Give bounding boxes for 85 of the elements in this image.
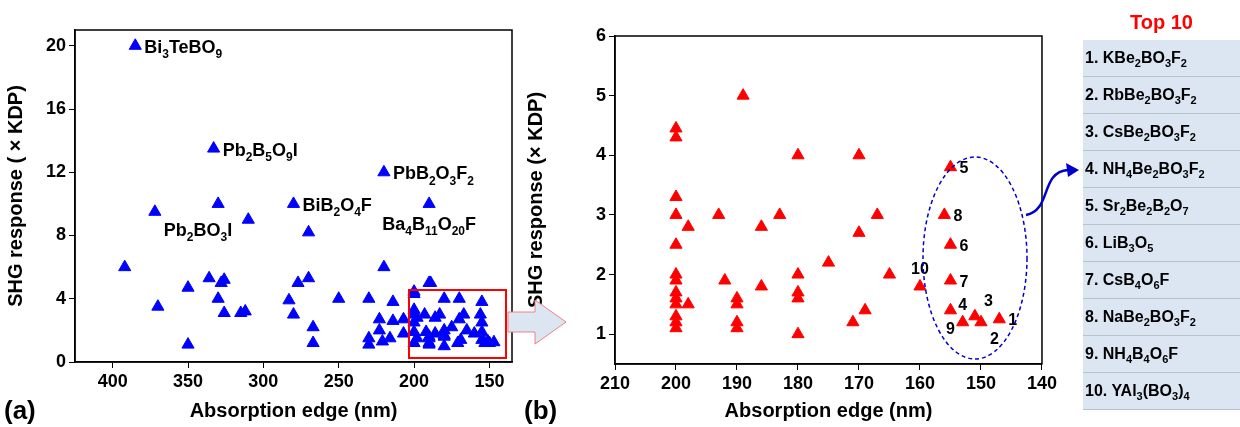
y-tick-label: 8 bbox=[55, 224, 66, 245]
point bbox=[858, 302, 872, 315]
annotation: 2 bbox=[989, 330, 999, 348]
y-tick-label: 2 bbox=[595, 263, 606, 284]
text: 2. RbBe$_{2}$BO$_{3}$F$_{2}$ bbox=[1083, 77, 1240, 114]
point bbox=[974, 314, 988, 327]
point bbox=[992, 311, 1006, 324]
y-axis-title: SHG response ( × KDP) bbox=[3, 85, 26, 307]
text: 8. NaBe$_{2}$BO$_{3}$F$_{2}$ bbox=[1083, 299, 1240, 336]
point bbox=[913, 278, 927, 291]
point bbox=[791, 326, 805, 339]
point bbox=[669, 207, 683, 219]
annotation: 5 bbox=[959, 159, 969, 177]
x-tick-label: 350 bbox=[172, 370, 204, 391]
annotation: 4 bbox=[958, 296, 968, 314]
point bbox=[754, 278, 768, 291]
point bbox=[718, 273, 732, 285]
y-axis-title: SHG response (× KDP) bbox=[523, 91, 546, 309]
x-tick-label: 150 bbox=[474, 370, 505, 391]
text: 3. CsBe$_{2}$BO$_{3}$F$_{2}$ bbox=[1083, 114, 1240, 151]
y-tick-label: 6 bbox=[595, 24, 606, 45]
x-tick-label: 300 bbox=[248, 370, 279, 391]
point bbox=[937, 207, 951, 219]
point bbox=[669, 189, 683, 202]
point bbox=[882, 267, 897, 279]
y-tick-label: 3 bbox=[595, 203, 606, 224]
text: (a) bbox=[4, 395, 36, 425]
annotation: 10 bbox=[911, 260, 929, 278]
point bbox=[669, 237, 683, 249]
text: 6. LiB$_{3}$O$_{5}$ bbox=[1083, 225, 1240, 262]
x-tick-label: 180 bbox=[782, 372, 814, 393]
point bbox=[736, 88, 750, 100]
y-tick-label: 16 bbox=[45, 98, 66, 119]
y-tick-label: 1 bbox=[595, 323, 606, 344]
x-tick-label: 170 bbox=[843, 372, 875, 393]
annotation: 8 bbox=[953, 206, 963, 224]
point bbox=[791, 267, 805, 279]
x-tick-label: 210 bbox=[599, 372, 631, 393]
point bbox=[754, 219, 768, 231]
x-tick-label: 250 bbox=[323, 370, 354, 391]
text: 9. NH$_{4}$B$_{4}$O$_{6}$F bbox=[1083, 336, 1240, 373]
point bbox=[943, 237, 958, 249]
point bbox=[852, 225, 866, 237]
point bbox=[846, 314, 860, 327]
y-tick-label: 12 bbox=[45, 161, 66, 182]
point bbox=[773, 207, 787, 219]
y-tick-label: 5 bbox=[595, 84, 606, 105]
text: (b) bbox=[524, 395, 558, 425]
x-tick-label: 160 bbox=[904, 372, 936, 393]
x-tick-label: 200 bbox=[660, 372, 692, 393]
annotation: 6 bbox=[959, 236, 969, 254]
y-tick-label: 4 bbox=[595, 144, 606, 165]
y-tick-label: 4 bbox=[55, 287, 66, 308]
annotation: 1 bbox=[1008, 311, 1018, 329]
point bbox=[968, 308, 982, 321]
x-tick-label: 150 bbox=[965, 372, 997, 393]
point bbox=[870, 207, 884, 219]
text: Top 10 bbox=[1129, 10, 1194, 35]
text: 5. Sr$_{2}$Be$_{2}$B$_{2}$O$_{7}$ bbox=[1083, 188, 1240, 225]
x-tick-label: 190 bbox=[721, 372, 753, 393]
point bbox=[712, 207, 726, 219]
x-tick-label: 200 bbox=[399, 370, 430, 391]
point bbox=[852, 147, 866, 160]
text: 1. KBe$_{2}$BO$_{3}$F$_{2}$ bbox=[1083, 40, 1240, 77]
point bbox=[681, 296, 695, 309]
text: 4. NH$_{4}$Be$_{2}$BO$_{3}$F$_{2}$ bbox=[1083, 151, 1240, 188]
x-tick-label: 140 bbox=[1026, 372, 1058, 393]
annotation: 7 bbox=[959, 272, 969, 290]
point bbox=[956, 314, 970, 327]
x-tick-label: 400 bbox=[97, 370, 128, 391]
annotation: 9 bbox=[946, 320, 956, 338]
point bbox=[943, 302, 958, 315]
text: 10. YAl$_{3}$(BO$_{3}$)$_{4}$ bbox=[1083, 373, 1240, 410]
point bbox=[791, 147, 805, 160]
text: 7. CsB$_{4}$O$_{6}$F bbox=[1083, 262, 1240, 299]
point bbox=[669, 120, 683, 133]
point bbox=[943, 159, 958, 172]
point bbox=[821, 255, 836, 267]
point bbox=[681, 219, 695, 231]
x-axis-title: Absorption edge (nm) bbox=[189, 398, 398, 421]
x-axis-title: Absorption edge (nm) bbox=[724, 398, 933, 421]
y-tick-label: 20 bbox=[45, 34, 66, 55]
point bbox=[943, 273, 958, 285]
annotation: 3 bbox=[983, 292, 993, 310]
y-tick-label: 0 bbox=[55, 350, 66, 371]
